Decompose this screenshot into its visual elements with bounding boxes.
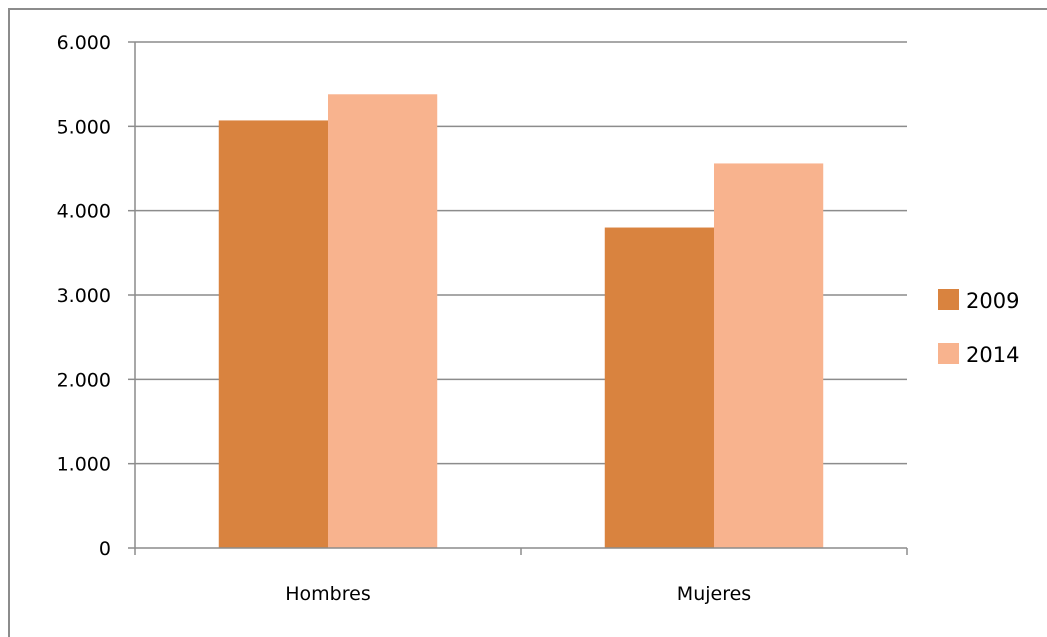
y-tick-label: 3.000 (57, 285, 111, 307)
y-tick-label: 4.000 (57, 201, 111, 223)
y-tick-label: 5.000 (57, 116, 111, 138)
axes (128, 41, 908, 555)
legend: 2009 2014 (938, 289, 1019, 367)
y-tick-label: 2.000 (57, 369, 111, 391)
bars (218, 94, 824, 549)
bar-2009-mujeres (604, 227, 714, 549)
chart-frame (8, 8, 1047, 637)
bar-2014-hombres (328, 94, 438, 548)
x-category-labels: Hombres Mujeres (285, 583, 751, 605)
y-tick-labels: 0 1.000 2.000 3.000 4.000 5.000 6.000 (57, 32, 111, 560)
y-tick-label: 1.000 (57, 454, 111, 476)
y-tick-label: 6.000 (57, 32, 111, 54)
bar-2014-mujeres (714, 163, 824, 548)
x-category-label: Mujeres (677, 583, 751, 605)
x-category-label: Hombres (285, 583, 370, 605)
y-tick-label: 0 (99, 538, 111, 560)
bar-2009-hombres (218, 120, 328, 549)
legend-swatch-2014 (938, 343, 959, 364)
legend-label-2014: 2014 (966, 343, 1019, 367)
legend-swatch-2009 (938, 289, 959, 310)
legend-label-2009: 2009 (966, 289, 1019, 313)
